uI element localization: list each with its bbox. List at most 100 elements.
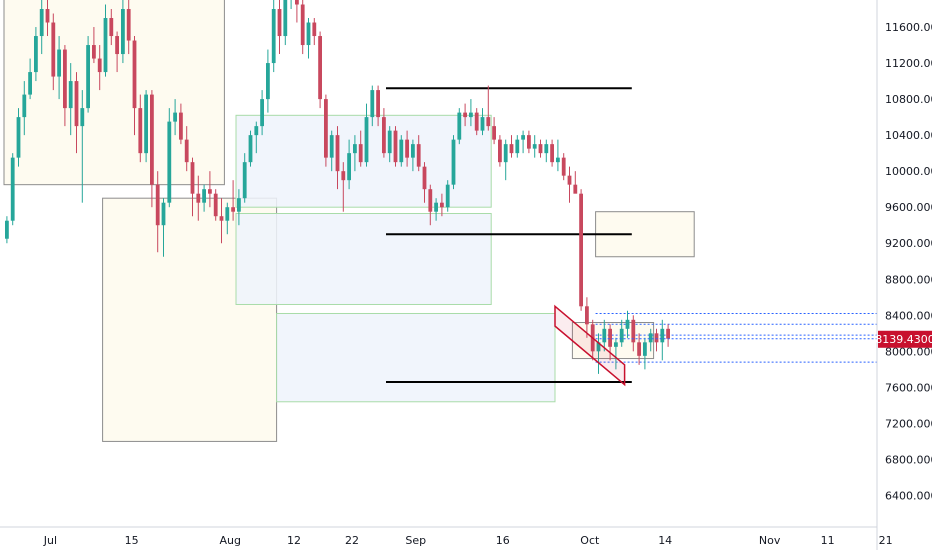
candle-98[interactable] — [573, 171, 578, 194]
candle-61[interactable] — [358, 130, 363, 167]
candle-86[interactable] — [503, 139, 508, 181]
candle-54[interactable] — [318, 31, 322, 109]
candle-42[interactable] — [248, 130, 253, 167]
candle-29[interactable] — [173, 99, 177, 136]
candle-10[interactable] — [63, 45, 67, 127]
candle-56[interactable] — [329, 130, 334, 172]
candle-100[interactable] — [585, 297, 589, 338]
candle-97[interactable] — [567, 166, 572, 203]
candle-59[interactable] — [347, 139, 351, 190]
candle-87[interactable] — [509, 135, 514, 158]
candle-0[interactable] — [5, 216, 9, 244]
candle-24[interactable] — [144, 90, 148, 163]
candle-35[interactable] — [208, 171, 212, 208]
time-axis[interactable]: Jul 15 Aug 12 22 Sep 16 Oct 14 Nov 11 21 — [43, 534, 893, 547]
candle-37[interactable] — [219, 198, 224, 244]
candle-12[interactable] — [74, 72, 79, 154]
candle-77[interactable] — [451, 135, 456, 190]
candle-96[interactable] — [561, 153, 566, 181]
candle-30[interactable] — [179, 103, 183, 145]
candle-88[interactable] — [515, 135, 520, 158]
candle-16[interactable] — [97, 45, 102, 91]
descending-channel[interactable] — [554, 304, 626, 387]
candle-43[interactable] — [254, 121, 259, 154]
candle-9[interactable] — [57, 36, 61, 100]
candle-72[interactable] — [422, 162, 427, 203]
candle-63[interactable] — [370, 85, 375, 127]
candle-46[interactable] — [271, 0, 276, 73]
candle-58[interactable] — [341, 162, 346, 212]
candle-38[interactable] — [225, 202, 230, 235]
candle-73[interactable] — [428, 184, 433, 226]
candle-40[interactable] — [237, 189, 241, 226]
candle-7[interactable] — [45, 0, 50, 37]
candle-107[interactable] — [625, 310, 630, 338]
candle-53[interactable] — [312, 18, 317, 46]
candle-8[interactable] — [51, 13, 56, 91]
candle-51[interactable] — [300, 0, 305, 55]
candle-99[interactable] — [579, 189, 583, 311]
candle-71[interactable] — [416, 135, 421, 172]
candle-92[interactable] — [538, 139, 543, 158]
yellow-zone-0[interactable] — [3, 0, 225, 186]
candle-2[interactable] — [16, 108, 21, 167]
candle-108[interactable] — [631, 315, 636, 352]
candle-64[interactable] — [376, 85, 380, 127]
candle-48[interactable] — [283, 0, 288, 46]
candle-50[interactable] — [295, 0, 299, 23]
candle-28[interactable] — [167, 108, 172, 208]
candle-109[interactable] — [637, 333, 641, 365]
candle-33[interactable] — [196, 175, 201, 221]
candle-89[interactable] — [521, 130, 525, 154]
candle-90[interactable] — [527, 130, 531, 154]
candle-70[interactable] — [411, 139, 415, 172]
candle-79[interactable] — [463, 103, 467, 127]
candle-57[interactable] — [335, 126, 340, 190]
candle-104[interactable] — [608, 324, 612, 361]
candle-60[interactable] — [353, 135, 357, 172]
candle-39[interactable] — [231, 180, 235, 221]
candle-95[interactable] — [556, 139, 560, 172]
candle-67[interactable] — [393, 126, 398, 167]
candle-106[interactable] — [619, 319, 624, 347]
candle-93[interactable] — [544, 139, 549, 163]
candle-14[interactable] — [86, 36, 90, 113]
candle-75[interactable] — [440, 193, 444, 217]
candle-81[interactable] — [474, 108, 479, 136]
candle-45[interactable] — [266, 49, 270, 113]
candle-13[interactable] — [80, 90, 85, 203]
candle-85[interactable] — [498, 135, 502, 167]
candle-25[interactable] — [150, 90, 154, 208]
candle-74[interactable] — [434, 198, 438, 221]
candle-105[interactable] — [614, 337, 618, 370]
candle-91[interactable] — [532, 135, 537, 158]
candle-102[interactable] — [596, 333, 601, 374]
candle-4[interactable] — [28, 58, 32, 100]
candle-6[interactable] — [39, 0, 44, 55]
candle-66[interactable] — [387, 126, 392, 163]
candle-114[interactable] — [666, 324, 670, 347]
candle-23[interactable] — [138, 94, 143, 163]
price-axis[interactable]: 6400.0000 6800.0000 7200.0000 7600.0000 8000… — [885, 21, 932, 502]
candle-65[interactable] — [382, 108, 386, 158]
candle-36[interactable] — [213, 189, 218, 221]
candle-55[interactable] — [324, 94, 328, 167]
candle-112[interactable] — [654, 328, 659, 352]
candle-3[interactable] — [22, 81, 27, 136]
candle-113[interactable] — [660, 319, 665, 361]
candle-44[interactable] — [260, 90, 264, 136]
candle-21[interactable] — [126, 0, 131, 55]
candle-18[interactable] — [109, 9, 114, 46]
candle-41[interactable] — [242, 153, 247, 203]
blue-zone-4[interactable] — [276, 312, 556, 403]
candle-34[interactable] — [202, 184, 206, 212]
candle-19[interactable] — [115, 31, 119, 73]
candle-5[interactable] — [34, 27, 38, 82]
candle-110[interactable] — [643, 337, 647, 370]
candle-15[interactable] — [92, 27, 96, 64]
candle-47[interactable] — [277, 0, 282, 55]
candle-80[interactable] — [469, 99, 473, 127]
candle-17[interactable] — [103, 4, 108, 77]
candle-52[interactable] — [306, 18, 311, 59]
